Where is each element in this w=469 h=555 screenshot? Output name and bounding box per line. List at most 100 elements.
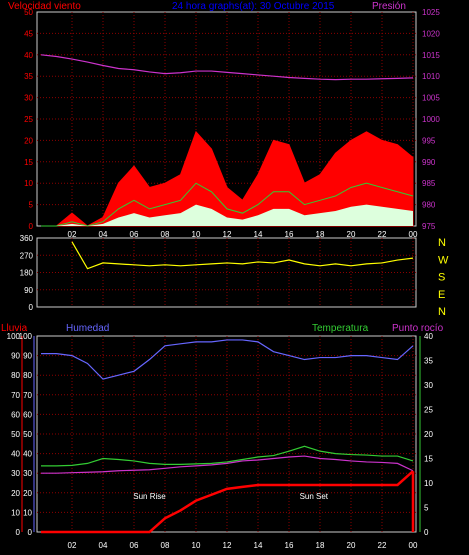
- x-tick-label: 18: [316, 230, 325, 239]
- temperature-axis-tick-label: 5: [424, 504, 429, 513]
- rain-axis-tick-label: 40: [11, 450, 20, 459]
- wind-speed-label: Velocidad viento: [8, 1, 81, 12]
- x-tick-label: 12: [223, 230, 232, 239]
- humidity-axis-tick-label: 70: [23, 391, 32, 400]
- rain-axis-tick-label: 100: [7, 332, 21, 341]
- temperature-axis-tick-label: 25: [424, 406, 433, 415]
- humidity-axis-tick-label: 40: [23, 450, 32, 459]
- humidity-axis-tick-label: 20: [23, 489, 32, 498]
- pressure-axis-tick-label: 1005: [422, 94, 440, 103]
- x-tick-label: 02: [68, 230, 77, 239]
- x-tick-label-bottom: 14: [254, 541, 263, 550]
- wind-axis-tick-label: 5: [29, 201, 34, 210]
- x-tick-label-bottom: 06: [130, 541, 139, 550]
- x-tick-label-bottom: 04: [99, 541, 108, 550]
- compass-label: N: [438, 306, 446, 318]
- x-tick-label-bottom: 18: [316, 541, 325, 550]
- pressure-axis-tick-label: 1000: [422, 115, 440, 124]
- wind-axis-tick-label: 10: [24, 179, 33, 188]
- x-tick-label: 00: [409, 230, 418, 239]
- direction-axis-tick-label: 180: [20, 269, 34, 278]
- pressure-axis-tick-label: 975: [422, 222, 436, 231]
- x-tick-label: 08: [161, 230, 170, 239]
- wind-axis-tick-label: 20: [24, 136, 33, 145]
- wind-axis-tick-label: 45: [24, 29, 33, 38]
- temperature-label: Temperatura: [312, 323, 369, 334]
- axis-labels: 0510152025303540455097598098599099510001…: [7, 8, 449, 550]
- rain-axis-tick-label: 80: [11, 371, 20, 380]
- pressure-axis-tick-label: 1025: [422, 8, 440, 17]
- humidity-axis-tick-label: 50: [23, 430, 32, 439]
- rain-axis-tick-label: 90: [11, 352, 20, 361]
- humidity-axis-tick-label: 60: [23, 410, 32, 419]
- rain-axis-tick-label: 70: [11, 391, 20, 400]
- humidity-axis-tick-label: 100: [19, 332, 33, 341]
- direction-axis-tick-label: 90: [24, 286, 33, 295]
- rain-label: Lluvia: [1, 323, 28, 334]
- humidity-label: Humedad: [66, 323, 109, 334]
- wind-axis-tick-label: 50: [24, 8, 33, 17]
- wind-direction-line: [71, 241, 414, 270]
- temperature-axis-tick-label: 40: [424, 332, 433, 341]
- pressure-axis-tick-label: 980: [422, 201, 436, 210]
- rain-axis-tick-label: 0: [16, 528, 21, 537]
- compass-label: W: [438, 254, 449, 266]
- x-tick-label-bottom: 08: [161, 541, 170, 550]
- chart-title: 24 hora graphs(at): 30 Octubre 2015: [172, 1, 335, 12]
- wind-axis-tick-label: 0: [29, 222, 34, 231]
- series-layer: [40, 54, 415, 534]
- temperature-axis-tick-label: 15: [424, 455, 433, 464]
- humidity-line: [41, 339, 414, 380]
- pressure-axis-tick-label: 995: [422, 136, 436, 145]
- x-tick-label: 22: [378, 230, 387, 239]
- wind-average-line: [41, 182, 414, 227]
- sunrise-annotation: Sun Rise: [133, 492, 166, 501]
- x-tick-label-bottom: 20: [347, 541, 356, 550]
- x-tick-label: 04: [99, 230, 108, 239]
- rain-axis-tick-label: 50: [11, 430, 20, 439]
- temperature-axis-tick-label: 0: [424, 528, 429, 537]
- dewpoint-line: [41, 455, 414, 474]
- humidity-axis-tick-label: 80: [23, 371, 32, 380]
- grid: [21, 12, 421, 532]
- pressure-axis-tick-label: 1010: [422, 72, 440, 81]
- direction-axis-tick-label: 0: [29, 303, 34, 312]
- pressure-axis-tick-label: 985: [422, 179, 436, 188]
- dewpoint-label: Punto rocío: [392, 323, 444, 334]
- x-tick-label-bottom: 16: [285, 541, 294, 550]
- temperature-axis-tick-label: 30: [424, 381, 433, 390]
- pressure-label: Presión: [372, 1, 406, 12]
- temperature-axis-tick-label: 35: [424, 357, 433, 366]
- rain-axis-tick-label: 60: [11, 410, 20, 419]
- pressure-axis-tick-label: 990: [422, 158, 436, 167]
- x-tick-label-bottom: 00: [409, 541, 418, 550]
- humidity-axis-tick-label: 0: [28, 528, 33, 537]
- temperature-axis-tick-label: 20: [424, 430, 433, 439]
- x-tick-label: 06: [130, 230, 139, 239]
- temperature-line: [41, 445, 414, 467]
- direction-axis-tick-label: 270: [20, 251, 34, 260]
- sunset-annotation: Sun Set: [300, 492, 329, 501]
- humidity-axis-tick-label: 10: [23, 508, 32, 517]
- pressure-axis-tick-label: 1020: [422, 29, 440, 38]
- pressure-axis-tick-label: 1015: [422, 51, 440, 60]
- direction-axis-tick-label: 360: [20, 234, 34, 243]
- compass-label: E: [438, 289, 445, 301]
- x-tick-label: 14: [254, 230, 263, 239]
- humidity-axis-tick-label: 90: [23, 352, 32, 361]
- wind-axis-tick-label: 15: [24, 158, 33, 167]
- pressure-line: [40, 54, 414, 81]
- wind-axis-tick-label: 25: [24, 115, 33, 124]
- x-tick-label-bottom: 22: [378, 541, 387, 550]
- x-tick-label: 20: [347, 230, 356, 239]
- wind-axis-tick-label: 35: [24, 72, 33, 81]
- wind-axis-tick-label: 30: [24, 94, 33, 103]
- rain-line: [41, 470, 414, 534]
- compass-label: S: [438, 272, 445, 284]
- x-tick-label-bottom: 12: [223, 541, 232, 550]
- compass-label: N: [438, 237, 446, 249]
- rain-axis-tick-label: 20: [11, 489, 20, 498]
- wind-axis-tick-label: 40: [24, 51, 33, 60]
- rain-axis-tick-label: 10: [11, 508, 20, 517]
